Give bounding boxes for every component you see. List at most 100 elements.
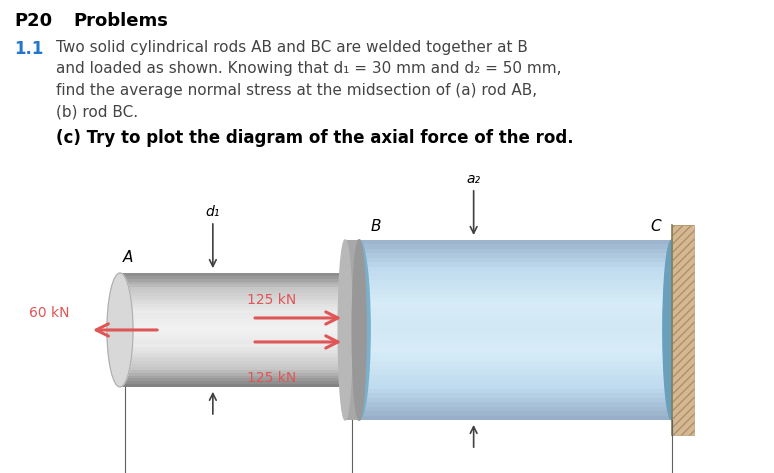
- Bar: [120, 287, 352, 290]
- Bar: [672, 225, 694, 435]
- Bar: [359, 397, 672, 402]
- Text: 60 kN: 60 kN: [29, 306, 70, 320]
- Bar: [120, 359, 352, 361]
- Bar: [359, 289, 672, 294]
- Bar: [120, 310, 352, 313]
- Bar: [359, 402, 672, 406]
- Bar: [359, 240, 672, 245]
- Bar: [120, 364, 352, 367]
- Bar: [120, 333, 352, 336]
- Text: (c) Try to plot the diagram of the axial force of the rod.: (c) Try to plot the diagram of the axial…: [56, 129, 574, 147]
- Bar: [359, 379, 672, 384]
- Bar: [359, 249, 672, 254]
- Bar: [359, 361, 672, 366]
- Bar: [359, 294, 672, 298]
- Ellipse shape: [352, 240, 366, 420]
- Bar: [359, 254, 672, 258]
- Bar: [359, 343, 672, 348]
- Bar: [120, 290, 352, 293]
- Bar: [359, 298, 672, 303]
- Bar: [120, 313, 352, 316]
- Bar: [120, 279, 352, 281]
- Bar: [120, 370, 352, 373]
- Bar: [120, 304, 352, 307]
- Bar: [359, 415, 672, 420]
- Bar: [120, 376, 352, 378]
- Bar: [359, 245, 672, 249]
- Text: A: A: [123, 250, 133, 265]
- Bar: [359, 366, 672, 370]
- Bar: [359, 370, 672, 375]
- Text: (b) rod BC.: (b) rod BC.: [56, 104, 138, 119]
- Bar: [120, 330, 352, 333]
- Bar: [120, 342, 352, 344]
- Text: P20: P20: [14, 12, 52, 30]
- Bar: [120, 319, 352, 322]
- Bar: [120, 284, 352, 287]
- Bar: [345, 240, 359, 420]
- Bar: [120, 353, 352, 356]
- Bar: [359, 307, 672, 312]
- Bar: [359, 339, 672, 343]
- Bar: [120, 361, 352, 364]
- Bar: [359, 330, 672, 334]
- Bar: [120, 381, 352, 384]
- Bar: [120, 301, 352, 304]
- Bar: [120, 281, 352, 284]
- Text: find the average normal stress at the midsection of (a) rod AB,: find the average normal stress at the mi…: [56, 83, 537, 98]
- Bar: [120, 296, 352, 298]
- Text: and loaded as shown. Knowing that d₁ = 30 mm and d₂ = 50 mm,: and loaded as shown. Knowing that d₁ = 3…: [56, 61, 561, 77]
- Bar: [359, 348, 672, 352]
- Bar: [359, 285, 672, 289]
- Bar: [359, 411, 672, 415]
- Bar: [120, 327, 352, 330]
- Ellipse shape: [663, 240, 681, 420]
- Ellipse shape: [338, 240, 352, 420]
- Bar: [359, 321, 672, 325]
- Bar: [120, 378, 352, 381]
- Text: B: B: [370, 219, 381, 234]
- Bar: [359, 325, 672, 330]
- Bar: [120, 344, 352, 347]
- Bar: [120, 356, 352, 359]
- Text: C: C: [650, 219, 661, 234]
- Bar: [120, 347, 352, 350]
- Bar: [120, 273, 352, 276]
- Text: a₂: a₂: [467, 172, 481, 186]
- Text: 125 kN: 125 kN: [247, 293, 296, 307]
- Bar: [359, 384, 672, 388]
- Bar: [359, 388, 672, 393]
- Ellipse shape: [348, 240, 370, 420]
- Ellipse shape: [107, 273, 133, 387]
- Bar: [359, 393, 672, 397]
- Bar: [359, 303, 672, 307]
- Text: Problems: Problems: [74, 12, 169, 30]
- Text: 125 kN: 125 kN: [247, 371, 296, 385]
- Bar: [359, 357, 672, 361]
- Bar: [359, 263, 672, 267]
- Bar: [120, 276, 352, 279]
- Bar: [359, 312, 672, 316]
- Bar: [672, 225, 694, 435]
- Bar: [120, 373, 352, 376]
- Bar: [120, 350, 352, 353]
- Bar: [359, 267, 672, 272]
- Bar: [120, 367, 352, 370]
- Bar: [120, 384, 352, 387]
- Bar: [359, 375, 672, 379]
- Bar: [359, 258, 672, 263]
- Bar: [359, 272, 672, 276]
- Bar: [120, 339, 352, 342]
- Bar: [120, 316, 352, 319]
- Bar: [359, 406, 672, 411]
- Bar: [359, 352, 672, 357]
- Text: Two solid cylindrical rods AB and BC are welded together at B: Two solid cylindrical rods AB and BC are…: [56, 40, 528, 55]
- Text: 1.1: 1.1: [14, 40, 43, 58]
- Bar: [359, 316, 672, 321]
- Bar: [359, 276, 672, 280]
- Text: d₁: d₁: [206, 205, 220, 219]
- Bar: [120, 336, 352, 339]
- Bar: [359, 280, 672, 285]
- Bar: [120, 322, 352, 324]
- Bar: [120, 307, 352, 310]
